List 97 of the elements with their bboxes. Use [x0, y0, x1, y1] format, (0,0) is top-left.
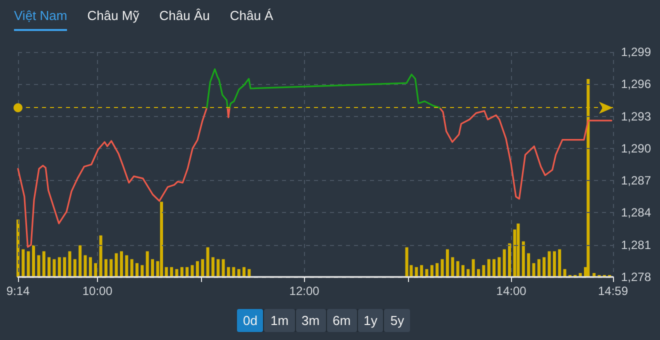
bar — [472, 259, 475, 277]
bar — [425, 269, 428, 277]
text: 1m — [264, 309, 295, 332]
bar — [498, 257, 501, 277]
y-tick-label: 1,284 — [621, 206, 652, 220]
bar — [196, 261, 199, 277]
bar — [482, 265, 486, 277]
bar — [548, 251, 551, 277]
y-tick-label: 1,299 — [621, 45, 652, 59]
text: 1y — [358, 309, 384, 332]
bar — [48, 257, 51, 277]
bar — [206, 247, 210, 277]
bar — [140, 265, 144, 277]
bar — [476, 269, 480, 277]
bar — [451, 257, 454, 277]
bar — [136, 263, 138, 277]
bar — [461, 265, 464, 277]
bar — [201, 259, 204, 277]
bar — [160, 202, 164, 277]
bar — [120, 251, 123, 277]
text: 0d — [237, 309, 264, 332]
bar — [99, 235, 102, 277]
bar — [216, 259, 220, 277]
bar — [222, 259, 225, 277]
bar — [151, 259, 154, 277]
bar — [226, 267, 230, 277]
y-tick-label: 1,287 — [621, 174, 652, 188]
bar — [522, 241, 525, 277]
bar — [446, 249, 449, 277]
bar — [164, 267, 168, 277]
bar — [110, 259, 113, 277]
bar — [552, 251, 556, 277]
bar — [104, 259, 108, 277]
bar — [211, 257, 214, 277]
bar — [78, 245, 82, 277]
y-tick-label: 1,293 — [621, 109, 652, 124]
bar — [58, 257, 61, 277]
bar — [492, 259, 496, 277]
y-tick-label: 1,296 — [621, 77, 652, 92]
text: 3m — [296, 309, 326, 332]
bar — [516, 224, 520, 277]
bar — [248, 269, 251, 277]
y-tick-label: 1,281 — [621, 238, 652, 252]
x-tick-label: 10:00 — [82, 284, 113, 298]
bar — [232, 267, 236, 277]
bar — [63, 257, 66, 277]
y-tick-label: 1,290 — [621, 141, 652, 156]
bar — [466, 269, 470, 277]
text: Châu Á — [230, 8, 274, 25]
bar — [52, 259, 56, 277]
bar — [405, 247, 408, 277]
bar — [537, 259, 540, 277]
bar — [563, 269, 566, 277]
bar — [125, 255, 128, 277]
bar — [487, 259, 490, 277]
bar — [114, 253, 118, 277]
bar — [68, 251, 72, 277]
bar — [558, 249, 562, 277]
bar — [186, 267, 189, 277]
bar — [420, 265, 424, 277]
bar — [84, 255, 87, 277]
bar — [190, 265, 194, 277]
bar — [146, 251, 149, 277]
bar — [436, 263, 439, 277]
x-tick-label: 9:14 — [6, 284, 30, 298]
bar — [242, 267, 246, 277]
bar — [32, 245, 36, 277]
bar — [130, 259, 134, 277]
text: 5y — [384, 309, 410, 332]
bar — [26, 251, 30, 277]
bar — [532, 263, 536, 277]
bar — [542, 257, 546, 277]
bar — [502, 249, 506, 277]
text: 6m — [326, 309, 357, 332]
bar — [22, 249, 25, 277]
x-tick-label: 14:00 — [496, 284, 527, 298]
bar — [527, 253, 530, 277]
bar — [170, 267, 174, 277]
bar — [180, 267, 184, 277]
bar — [508, 243, 512, 277]
bar — [440, 259, 444, 277]
x-tick-label: 14:59 — [598, 284, 628, 298]
bar — [73, 259, 76, 277]
x-tick-label: 12:00 — [289, 284, 320, 298]
bar — [175, 269, 178, 277]
bar — [456, 261, 460, 277]
bar — [42, 251, 46, 277]
bar — [237, 269, 240, 277]
text: Châu Âu — [159, 8, 210, 25]
bar — [414, 267, 418, 277]
y-tick-label: 1,278 — [621, 270, 652, 284]
text: Châu Mỹ — [87, 8, 140, 25]
bar — [37, 255, 40, 277]
bar — [88, 257, 92, 277]
bar — [94, 263, 98, 277]
bar — [430, 265, 434, 277]
text: Việt Nam — [14, 8, 68, 31]
